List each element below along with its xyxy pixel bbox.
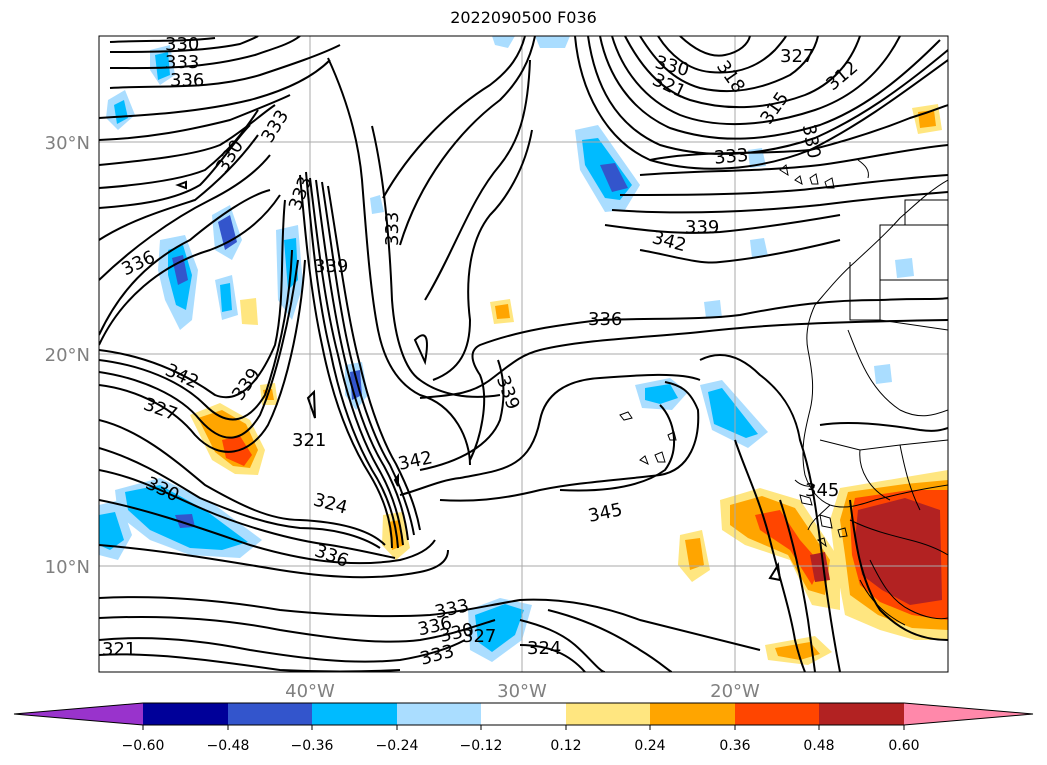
contour-label: 336 bbox=[588, 309, 622, 330]
colorbar-tick-label: −0.60 bbox=[122, 738, 165, 754]
colorbar-segment bbox=[397, 703, 481, 725]
contour-label: 327 bbox=[462, 626, 496, 647]
contour-label: 324 bbox=[311, 489, 350, 518]
shade-blue-33 bbox=[750, 238, 768, 258]
contour-label: 330 bbox=[798, 123, 825, 160]
colorbar-tick-label: −0.36 bbox=[291, 738, 334, 754]
shade-blue-2 bbox=[155, 52, 170, 80]
contour-label: 339 bbox=[314, 256, 348, 277]
contours bbox=[99, 36, 948, 672]
shade-blue-9 bbox=[218, 215, 237, 250]
colorbar-segment bbox=[312, 703, 397, 725]
latitude-labels: 30°N 20°N 10°N bbox=[45, 133, 90, 578]
shade-warm-12 bbox=[685, 538, 704, 570]
contour-label: 339 bbox=[685, 217, 719, 238]
colorbar-tick-label: 0.48 bbox=[803, 738, 834, 754]
lon-label: 30°W bbox=[497, 681, 547, 702]
shade-blue-7 bbox=[172, 255, 188, 285]
colorbar-tick-label: 0.36 bbox=[719, 738, 750, 754]
contour-label: 333 bbox=[713, 145, 749, 169]
shade-blue-31 bbox=[535, 36, 570, 48]
colorbar-tick-labels: −0.60 −0.48 −0.36 −0.24 −0.12 0.12 0.24 … bbox=[122, 738, 920, 754]
shade-warm-24 bbox=[855, 498, 942, 605]
lat-label: 10°N bbox=[45, 557, 90, 578]
shade-blue-11 bbox=[220, 283, 232, 312]
colorbar: −0.60 −0.48 −0.36 −0.24 −0.12 0.12 0.24 … bbox=[13, 702, 1034, 754]
contour-label: 339 bbox=[228, 364, 265, 404]
colorbar-segment bbox=[481, 703, 566, 725]
colorbar-segment bbox=[143, 703, 228, 725]
contour-label: 336 bbox=[118, 247, 158, 281]
contour-label: 345 bbox=[805, 480, 839, 501]
colorbar-segment bbox=[228, 703, 312, 725]
contour-label: 333 bbox=[382, 212, 403, 246]
contour-label: 336 bbox=[312, 540, 351, 571]
shade-blue-27 bbox=[708, 388, 758, 438]
shade-blue-32 bbox=[370, 195, 384, 214]
contour-label: 321 bbox=[102, 639, 136, 660]
lon-label: 40°W bbox=[285, 681, 335, 702]
shade-blue-30 bbox=[492, 36, 515, 48]
contour-label: 327 bbox=[780, 46, 814, 67]
colorbar-segment bbox=[566, 703, 650, 725]
contour-label: 333 bbox=[418, 641, 457, 670]
shade-warm-6 bbox=[240, 298, 258, 325]
contour-label: 333 bbox=[165, 52, 199, 73]
gridlines bbox=[99, 36, 948, 672]
colorbar-segment bbox=[650, 703, 735, 725]
shade-warm-10 bbox=[495, 304, 510, 319]
contour-label: 333 bbox=[433, 595, 471, 623]
contour-label: 321 bbox=[292, 430, 326, 451]
colorbar-segment bbox=[735, 703, 819, 725]
contour-label: 342 bbox=[650, 227, 689, 256]
contour-label: 330 bbox=[165, 34, 199, 55]
colorbar-segment bbox=[819, 703, 904, 725]
colorbar-tick-label: 0.60 bbox=[888, 738, 919, 754]
contour-label: 336 bbox=[170, 70, 204, 91]
contour-label: 333 bbox=[285, 174, 316, 213]
shade-blue-35 bbox=[874, 364, 892, 384]
longitude-labels: 40°W 30°W 20°W bbox=[285, 681, 760, 702]
contour-label: 345 bbox=[586, 499, 624, 527]
shade-blue-36 bbox=[895, 258, 914, 278]
colorbar-tick-label: −0.12 bbox=[460, 738, 503, 754]
shade-blue-25 bbox=[645, 384, 678, 404]
contour-label: 324 bbox=[527, 638, 561, 659]
colorbar-extend-max bbox=[904, 703, 1033, 725]
shade-blue-23 bbox=[600, 163, 628, 192]
coastline bbox=[619, 159, 948, 626]
contour-label: 339 bbox=[492, 373, 523, 412]
lat-label: 20°N bbox=[45, 345, 90, 366]
shade-blue-29 bbox=[475, 604, 524, 652]
plot-frame bbox=[98, 35, 949, 673]
contour-label: 342 bbox=[396, 447, 434, 475]
shade-blue-4 bbox=[114, 100, 128, 124]
shade-blue-17 bbox=[99, 512, 124, 550]
colorbar-tick-label: −0.48 bbox=[207, 738, 250, 754]
lon-label: 20°W bbox=[710, 681, 760, 702]
colorbar-tick-label: −0.24 bbox=[376, 738, 419, 754]
colorbar-tick-label: 0.12 bbox=[550, 738, 581, 754]
lat-label: 30°N bbox=[45, 133, 90, 154]
colorbar-extend-min bbox=[14, 703, 143, 725]
colorbar-tick-label: 0.24 bbox=[634, 738, 665, 754]
contour-label: 342 bbox=[162, 360, 202, 394]
contour-label: 333 bbox=[257, 106, 293, 146]
map-title: 2022090500 F036 bbox=[450, 8, 597, 27]
colorbar-ticks bbox=[142, 725, 905, 730]
contour-label-group: 330 333 336 333 330 333 336 339 333 342 … bbox=[102, 34, 862, 670]
shade-blue-34 bbox=[704, 300, 722, 318]
